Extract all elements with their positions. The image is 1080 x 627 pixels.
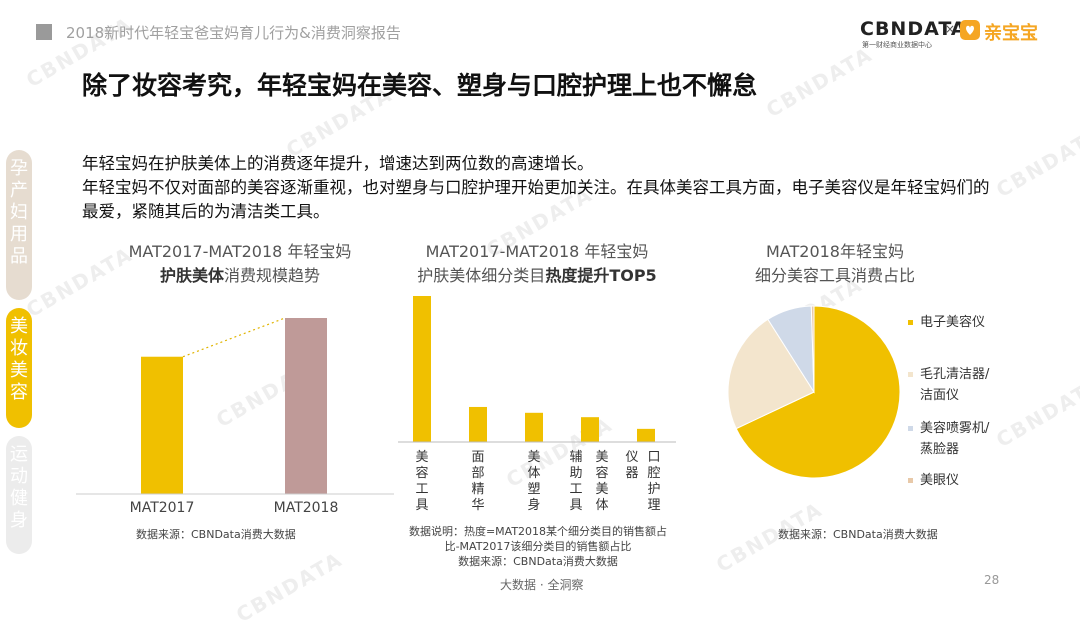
right-chart-source: 数据来源：CBNData消费大数据	[778, 528, 938, 541]
bar-mat2017	[141, 356, 183, 494]
right-pie-chart	[726, 304, 902, 480]
left-chart-title-bold: 护肤美体	[159, 266, 224, 285]
watermark: CBNDATA	[761, 41, 877, 123]
pie-chart-svg	[727, 305, 901, 479]
middle-chart-note-line1: 数据说明：热度=MAT2018某个细分类目的销售额占	[408, 525, 668, 538]
pie-slice-1	[735, 305, 901, 479]
left-bar-chart-svg	[76, 317, 394, 495]
left-chart-title-rest: 消费规模趋势	[224, 266, 321, 285]
bar-3	[525, 412, 543, 442]
bar-4	[581, 417, 599, 442]
legend-swatch	[908, 478, 913, 483]
bar-6	[637, 428, 655, 442]
x-tick-label: 美容美体	[595, 450, 609, 513]
x-tick-label: 美容工具	[415, 450, 429, 513]
middle-chart-note: 数据说明：热度=MAT2018某个细分类目的销售额占 比-MAT2017该细分类…	[392, 524, 684, 569]
x-tick-label: MAT2017	[129, 500, 195, 516]
intro-paragraph: 年轻宝妈在护肤美体上的消费逐年提升，增速达到两位数的高速增长。	[82, 154, 594, 173]
left-chart-source: 数据来源：CBNData消费大数据	[136, 528, 296, 541]
watermark: CBNDATA	[991, 121, 1080, 203]
pie-slice-2	[727, 318, 815, 430]
left-chart-title: MAT2017-MAT2018 年轻宝妈 护肤美体消费规模趋势	[82, 240, 398, 288]
side-tab-beauty[interactable]: 美妆美容	[6, 308, 32, 428]
page-number: 28	[984, 573, 1000, 587]
page-headline: 除了妆容考究，年轻宝妈在美容、塑身与口腔护理上也不懈怠	[82, 71, 758, 100]
x-tick-label: 面部精华	[471, 450, 485, 513]
logo-separator: ×	[945, 22, 956, 36]
left-bar-chart: MAT2017 MAT2018	[76, 300, 394, 520]
middle-chart-note-line2: 比-MAT2017该细分类目的销售额占比	[444, 540, 632, 553]
legend-item: 电子美容仪	[908, 312, 985, 333]
bar-mat2018	[285, 318, 327, 494]
watermark: CBNDATA	[991, 371, 1080, 453]
cbndata-logo-subtitle: 第一财经商业数据中心	[862, 41, 932, 49]
side-tab-fitness[interactable]: 运动健身	[6, 436, 32, 554]
middle-chart-title-rest: 护肤美体细分类目	[417, 266, 546, 285]
trend-line	[182, 317, 286, 358]
side-tab-maternity[interactable]: 孕产妇用品	[6, 150, 32, 300]
right-chart-title: MAT2018年轻宝妈 细分美容工具消费占比	[720, 240, 950, 288]
middle-bar-chart: 美容工具 面部精华 美体塑身 辅助工具 美容美体 仪器 口腔护理	[396, 290, 680, 520]
x-tick-label: 仪器	[625, 450, 639, 481]
footer-slogan: 大数据 · 全洞察	[500, 578, 584, 592]
x-tick-label: 口腔护理	[647, 450, 661, 513]
cbndata-logo: CBNDATA	[860, 18, 967, 40]
bar-1	[413, 296, 431, 442]
bar-2	[469, 406, 487, 442]
intro-paragraph: 年轻宝妈不仅对面部的美容逐渐重视，也对塑身与口腔护理开始更加关注。在具体美容工具…	[82, 178, 990, 221]
legend-label: 美容喷雾机/蒸脸器	[920, 421, 990, 457]
legend-swatch	[908, 426, 913, 431]
qinbaobao-logo-icon	[960, 20, 980, 40]
right-chart-title-line1: MAT2018年轻宝妈	[765, 242, 904, 261]
x-tick-label: MAT2018	[273, 500, 339, 516]
legend-item: 毛孔清洁器/洁面仪	[908, 364, 989, 406]
right-chart-title-line2: 细分美容工具消费占比	[754, 266, 915, 285]
legend-label: 电子美容仪	[920, 315, 986, 330]
watermark: CBNDATA	[231, 546, 347, 627]
legend-swatch	[908, 372, 913, 377]
legend-label: 毛孔清洁器/洁面仪	[920, 367, 990, 403]
legend-item: 美眼仪	[908, 470, 959, 491]
intro-text: 年轻宝妈在护肤美体上的消费逐年提升，增速达到两位数的高速增长。 年轻宝妈不仅对面…	[82, 152, 1002, 224]
legend-item: 美容喷雾机/蒸脸器	[908, 418, 989, 460]
middle-bar-chart-svg	[398, 296, 676, 443]
middle-chart-title-line1: MAT2017-MAT2018 年轻宝妈	[425, 242, 649, 261]
left-chart-title-line1: MAT2017-MAT2018 年轻宝妈	[128, 242, 352, 261]
middle-chart-source: 数据来源：CBNData消费大数据	[458, 555, 618, 568]
middle-chart-title-bold: 热度提升TOP5	[545, 266, 657, 285]
qinbaobao-logo: 亲宝宝	[984, 23, 1038, 44]
x-tick-label: 美体塑身	[527, 450, 541, 513]
report-title: 2018新时代年轻宝爸宝妈育儿行为&消费洞察报告	[66, 24, 401, 42]
legend-label: 美眼仪	[920, 473, 960, 488]
pie-slice-4	[810, 305, 815, 393]
x-tick-label: 辅助工具	[569, 450, 583, 513]
header-square-icon	[36, 24, 52, 40]
legend-swatch	[908, 320, 913, 325]
middle-chart-title: MAT2017-MAT2018 年轻宝妈 护肤美体细分类目热度提升TOP5	[392, 240, 682, 288]
